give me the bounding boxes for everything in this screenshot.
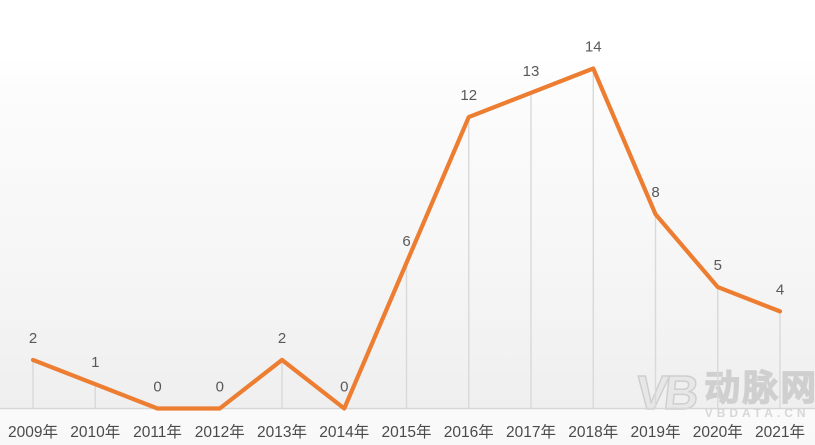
x-axis-label: 2012年 [195, 423, 245, 441]
x-axis-label: 2019年 [631, 423, 681, 441]
data-label: 1 [91, 354, 99, 371]
data-label: 2 [278, 330, 286, 347]
x-axis-label: 2015年 [382, 423, 432, 441]
x-axis-label: 2021年 [755, 423, 805, 441]
data-label: 0 [340, 379, 348, 396]
data-label: 14 [585, 39, 602, 56]
data-label: 2 [29, 330, 37, 347]
x-axis-label: 2013年 [257, 423, 307, 441]
x-axis-label: 2020年 [693, 423, 743, 441]
watermark-brand-text: 动脉网 [704, 369, 815, 408]
x-axis-label: 2011年 [133, 423, 182, 441]
data-label: 5 [714, 257, 722, 274]
data-label: 12 [460, 87, 477, 104]
data-label: 8 [651, 184, 659, 201]
x-axis-label: 2018年 [568, 423, 618, 441]
series-line [30, 66, 783, 411]
data-label: 13 [523, 63, 540, 80]
data-label: 4 [776, 281, 784, 298]
x-axis-label: 2016年 [444, 423, 494, 441]
data-label: 0 [216, 379, 224, 396]
data-label: 6 [402, 233, 410, 250]
x-axis-label: 2010年 [70, 423, 120, 441]
watermark: VB 动脉网 VBDATA.CN [633, 366, 815, 421]
x-axis-label: 2017年 [506, 423, 556, 441]
watermark-domain-text: VBDATA.CN [704, 406, 810, 420]
data-label: 0 [153, 379, 161, 396]
x-axis-label: 2014年 [319, 423, 369, 441]
x-axis-label: 2009年 [8, 423, 58, 441]
